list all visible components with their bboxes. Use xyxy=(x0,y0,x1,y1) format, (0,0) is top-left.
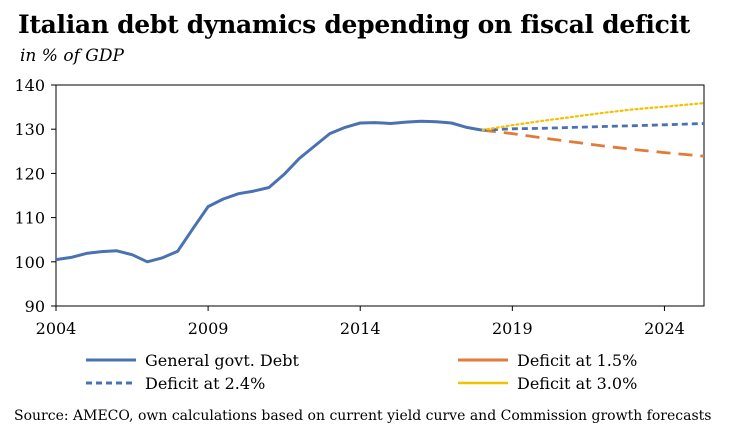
legend: General govt. Debt Deficit at 1.5% Deficit… xyxy=(86,351,637,393)
series-line-deficit-at-2-4 xyxy=(481,122,705,132)
y-tick-label: 120 xyxy=(14,164,45,183)
x-tick-label: 2009 xyxy=(188,319,229,338)
series-line-deficit-at-3-0 xyxy=(480,101,706,132)
y-tick-label: 110 xyxy=(14,209,45,228)
legend-label: Deficit at 1.5% xyxy=(517,351,637,370)
chart-title: Italian debt dynamics depending on fisca… xyxy=(18,10,690,39)
series-lines xyxy=(55,101,706,264)
plot-area-border xyxy=(55,84,705,307)
legend-label: Deficit at 2.4% xyxy=(145,374,265,393)
x-axis: 2004 2009 2014 2019 2024 xyxy=(36,306,685,338)
y-tick-label: 90 xyxy=(25,297,45,316)
legend-label: Deficit at 3.0% xyxy=(517,374,637,393)
y-tick-label: 100 xyxy=(14,253,45,272)
y-axis: 90 100 110 120 130 140 xyxy=(14,76,56,316)
y-tick-label: 130 xyxy=(14,120,45,139)
chart-subtitle: in % of GDP xyxy=(20,46,124,66)
series-line-deficit-at-1-5 xyxy=(481,128,705,158)
legend-label: General govt. Debt xyxy=(145,351,299,370)
source-note: Source: AMECO, own calculations based on… xyxy=(14,408,712,424)
series-line-general-govt-debt xyxy=(55,119,483,264)
x-tick-label: 2004 xyxy=(36,319,77,338)
x-tick-label: 2024 xyxy=(644,319,685,338)
x-tick-label: 2014 xyxy=(340,319,381,338)
y-tick-label: 140 xyxy=(14,76,45,95)
x-tick-label: 2019 xyxy=(492,319,533,338)
